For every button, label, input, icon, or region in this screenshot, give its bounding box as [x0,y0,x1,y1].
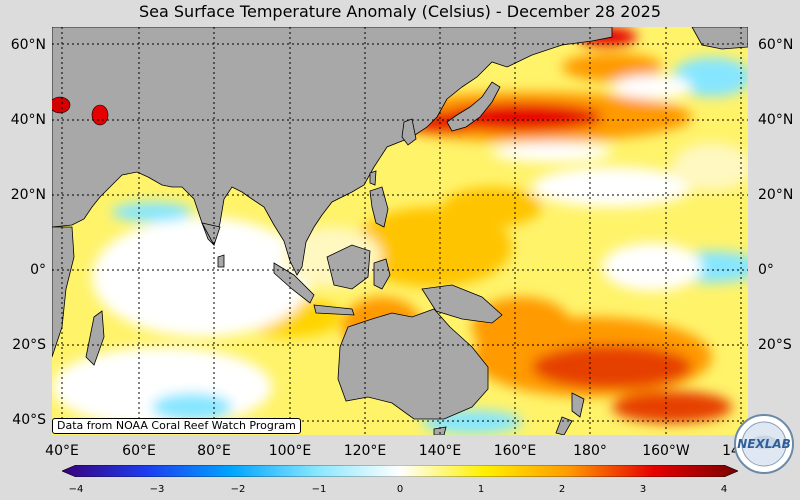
lon-label-60e: 60°E [122,443,156,459]
lat-label-40s: 40°S [12,412,46,428]
lon-label-160e: 160°E [493,443,537,459]
colorbar-tick-label: 1 [477,484,485,495]
lon-label-140e: 140°E [418,443,462,459]
data-source-note: Data from NOAA Coral Reef Watch Program [52,418,301,434]
lon-label-100e: 100°E [268,443,312,459]
caspian-sea [52,96,71,114]
lon-label-160w: 160°W [642,443,690,459]
land-masses [52,27,748,435]
colorbar-tick-label: −2 [230,484,246,495]
lat-label-equator-right: 0° [758,262,774,278]
colorbar-tick-label: 0 [396,484,404,495]
lon-label-120e: 120°E [343,443,387,459]
logo-text: NEXLAB [737,437,791,451]
lat-label-40n-right: 40°N [758,112,794,128]
colorbar-tick-label: −4 [68,484,84,495]
aral-sea [91,104,109,126]
lat-label-20n: 20°N [10,187,46,203]
colorbar-tick-label: 4 [720,484,728,495]
graticule [52,27,748,435]
lat-label-60n: 60°N [10,37,46,53]
colorbar [61,462,739,478]
sst-anomaly-map [52,27,748,435]
colorbar-tick-label: 3 [639,484,647,495]
map-title: Sea Surface Temperature Anomaly (Celsius… [139,2,661,21]
lon-label-40e: 40°E [45,443,79,459]
colorbar-tick-label: −1 [311,484,327,495]
lon-label-180: 180° [573,443,607,459]
nexlab-logo: NEXLAB [733,413,795,475]
lat-label-20s: 20°S [12,337,46,353]
lat-label-equator: 0° [30,262,46,278]
lat-label-20s-right: 20°S [758,337,792,353]
lon-label-80e: 80°E [197,443,231,459]
colorbar-gradient [61,464,739,478]
colorbar-tick-label: −3 [149,484,165,495]
colorbar-tick-label: 2 [558,484,566,495]
lat-label-20n-right: 20°N [758,187,794,203]
lat-label-40n: 40°N [10,112,46,128]
lat-label-60n-right: 60°N [758,37,794,53]
